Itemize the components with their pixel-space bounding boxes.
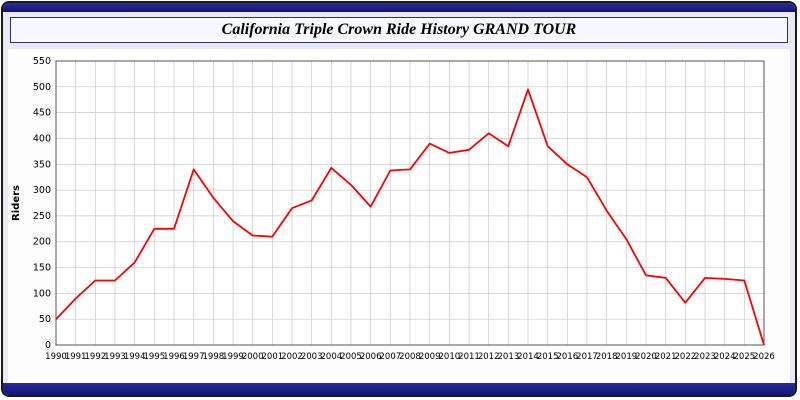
y-tick-label: 500: [33, 82, 51, 93]
axis-frame: [55, 60, 765, 346]
chart-panel: 0 50 100 150 200 250 300 350 400 450 500 550 1990 199…: [8, 49, 790, 390]
window-bottom-strip: [3, 383, 795, 395]
x-tick-label: 2014: [517, 352, 539, 362]
y-tick-label: 200: [33, 237, 51, 248]
y-tick-label: 0: [45, 340, 51, 351]
x-tick-label: 1992: [85, 352, 107, 362]
title-bar: California Triple Crown Ride History GRA…: [10, 17, 788, 43]
ride-history-line: [55, 88, 765, 346]
x-tick-label: 2007: [380, 352, 402, 362]
x-tick-label: 2023: [694, 352, 716, 362]
x-tick-label: 2024: [714, 352, 736, 362]
x-tick-label: 1998: [203, 352, 225, 362]
window-top-strip: [3, 3, 795, 12]
x-tick-label: 2022: [675, 352, 697, 362]
x-tick-label: 2006: [360, 352, 382, 362]
x-tick-label: 2025: [734, 352, 756, 362]
y-tick-labels: 0 50 100 150 200 250 300 350 400 450 500 550: [33, 56, 51, 351]
vertical-gridlines: [55, 61, 765, 345]
x-tick-label: 2011: [458, 352, 480, 362]
x-tick-label: 2000: [242, 352, 264, 362]
x-tick-label: 2010: [439, 352, 461, 362]
x-tick-label: 2012: [478, 352, 500, 362]
x-tick-label: 2005: [340, 352, 362, 362]
y-tick-label: 100: [33, 288, 51, 299]
x-tick-label: 2018: [596, 352, 618, 362]
x-tick-label: 1990: [45, 352, 67, 362]
x-tick-labels: 1990199119921993199419951996199719981999…: [45, 352, 775, 362]
x-tick-label: 2001: [262, 352, 284, 362]
x-tick-label: 2002: [281, 352, 303, 362]
x-tick-label: 1999: [222, 352, 244, 362]
x-tick-label: 1997: [183, 352, 205, 362]
x-tick-label: 2013: [498, 352, 520, 362]
x-tick-label: 2003: [301, 352, 323, 362]
chart-title: California Triple Crown Ride History GRA…: [221, 21, 577, 38]
x-tick-label: 2026: [753, 352, 775, 362]
x-tick-label: 2016: [557, 352, 579, 362]
y-axis-label: Riders: [11, 185, 22, 221]
x-tick-label: 1996: [163, 352, 185, 362]
x-tick-label: 2021: [655, 352, 677, 362]
x-tick-label: 2015: [537, 352, 559, 362]
y-tick-label: 550: [33, 56, 51, 67]
y-tick-label: 50: [39, 314, 51, 325]
x-tick-label: 2008: [399, 352, 421, 362]
x-tick-label: 1991: [65, 352, 87, 362]
x-tick-label: 1993: [104, 352, 126, 362]
x-tick-label: 1994: [124, 352, 146, 362]
y-tick-label: 450: [33, 108, 51, 119]
y-tick-label: 350: [33, 159, 51, 170]
x-tick-label: 1995: [144, 352, 166, 362]
y-tick-label: 300: [33, 185, 51, 196]
y-tick-label: 400: [33, 133, 51, 144]
y-tick-label: 250: [33, 211, 51, 222]
x-tick-label: 2020: [635, 352, 657, 362]
x-tick-label: 2009: [419, 352, 441, 362]
y-tick-label: 150: [33, 263, 51, 274]
x-tick-label: 2004: [321, 352, 343, 362]
x-tick-label: 2017: [576, 352, 598, 362]
x-tick-label: 2019: [616, 352, 638, 362]
line-chart-canvas: 0501001502002503003504004505005501990199…: [11, 56, 775, 362]
